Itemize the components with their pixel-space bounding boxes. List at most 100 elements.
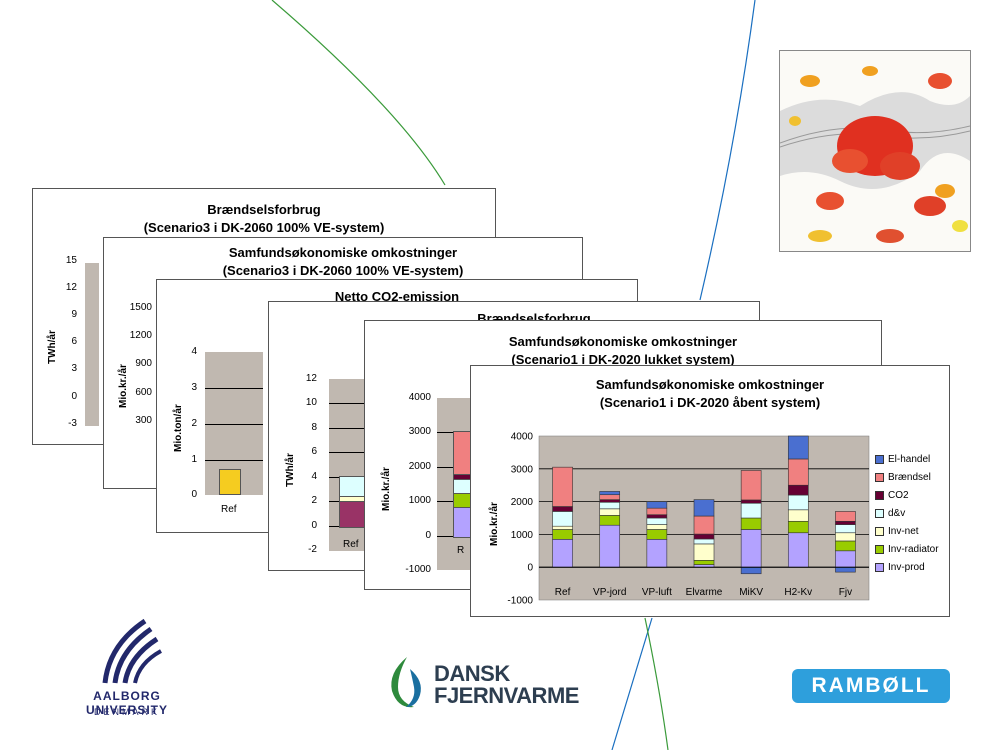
ramboll-logo: RAMBØLL [792, 669, 950, 703]
x-tick: R [457, 545, 465, 556]
aau-country: DENMARK [93, 707, 160, 717]
plot-area [85, 263, 99, 426]
bar-segment-co2 [787, 484, 809, 496]
bar-segment-inv-net [552, 525, 573, 530]
y-tick-label: 3000 [511, 464, 534, 475]
flame-icon [391, 657, 421, 708]
bar-segment-inv-radiator [835, 540, 856, 552]
bar-segment-inv-radiator [693, 560, 715, 565]
legend-swatch [875, 472, 884, 482]
y-tick: 600 [135, 387, 152, 398]
aau-logo: AALBORG UNIVERSITY DENMARK [40, 615, 210, 725]
y-tick-label: 1000 [511, 530, 534, 541]
bar-segment-el-handel [740, 566, 762, 575]
y-tick: 1500 [129, 302, 152, 313]
y-tick: 12 [65, 282, 77, 293]
y-tick: 2 [311, 495, 317, 506]
legend-item: Brændsel [875, 472, 931, 483]
plot-area [205, 352, 263, 495]
bar-segment-co2 [552, 506, 573, 512]
y-tick: 3 [71, 363, 77, 374]
legend-label: Inv-net [888, 526, 919, 537]
bar-segment-inv-radiator [599, 515, 621, 526]
chart-legend: El-handel Brændsel CO2 d&v Inv-net Inv-radiat… [875, 454, 947, 584]
bar-segment-co2 [693, 533, 715, 540]
legend-label: Brændsel [888, 472, 931, 483]
bar-segment-el-handel [787, 435, 809, 460]
bar-segment-inv-prod [787, 532, 809, 568]
y-tick: 12 [305, 373, 317, 384]
y-tick: 0 [311, 520, 317, 531]
bar-segment-el-handel [835, 566, 856, 573]
legend-item: Inv-net [875, 526, 919, 537]
chart-title: Samfundsøkonomiske omkostninger [595, 377, 825, 392]
bar-segment-d-v [835, 524, 856, 534]
aau-name: AALBORG UNIVERSITY [85, 689, 168, 717]
bar-segment-co2 [599, 499, 621, 503]
y-tick: 15 [65, 255, 77, 266]
bar-segment-d-v [787, 494, 809, 511]
card-title: Samfundsøkonomiske omkostninger [508, 334, 738, 349]
y-tick: 6 [311, 446, 317, 457]
legend-label: Inv-prod [888, 562, 925, 573]
y-tick: 0 [191, 489, 197, 500]
y-tick-label: 0 [527, 563, 533, 574]
legend-item: El-handel [875, 454, 930, 465]
chart-card-costs-2020-open: Samfundsøkonomiske omkostninger (Scenari… [470, 365, 950, 617]
bar-segment-br-ndsel [787, 458, 809, 486]
legend-swatch [875, 490, 884, 500]
y-tick: -2 [308, 544, 317, 555]
y-tick: 1200 [129, 330, 152, 341]
bar-segment-br-ndsel [599, 494, 621, 500]
x-tick-label: VP-jord [593, 587, 626, 598]
bar-segment-br-ndsel [552, 466, 573, 507]
card-subtitle: (Scenario1 i DK-2020 lukket system) [511, 352, 735, 367]
y-tick: 2 [191, 418, 197, 429]
x-tick-label: Ref [555, 587, 571, 598]
y-tick: 1 [191, 454, 197, 465]
x-tick-label: Fjv [839, 587, 852, 598]
legend-item: CO2 [875, 490, 909, 501]
y-tick: 3000 [408, 426, 431, 437]
bar-segment-co2 [646, 514, 668, 519]
card-title: Netto CO2-emission [334, 289, 460, 304]
x-tick-label: MiKV [739, 587, 763, 598]
bar-segment-br-ndsel [693, 515, 715, 535]
y-tick: 900 [135, 358, 152, 369]
bar-segment-br-ndsel [740, 470, 762, 501]
legend-swatch [875, 544, 884, 554]
y-tick: 4 [191, 346, 197, 357]
dansk-fjernvarme-logo: DANSK FJERNVARME [384, 655, 584, 715]
bar-segment-d-v [693, 538, 715, 545]
stacked-bar-chart: 4000 3000 2000 1000 0 -1000 Ref VP-jord VP-luft E… [507, 432, 870, 607]
y-tick: 4 [311, 471, 317, 482]
card-subtitle: (Scenario3 i DK-2060 100% VE-system) [143, 220, 385, 235]
x-tick-label: H2-Kv [784, 587, 812, 598]
y-tick: 1000 [408, 495, 431, 506]
bar-segment-inv-net [693, 543, 715, 561]
y-tick: 2000 [408, 461, 431, 472]
legend-item: Inv-radiator [875, 544, 939, 555]
bar-segment-br-ndsel [835, 511, 856, 522]
bar-segment-inv-radiator [740, 517, 762, 530]
legend-label: El-handel [888, 454, 931, 465]
y-tick: 4000 [408, 392, 431, 403]
bar-segment-el-handel [693, 499, 715, 517]
bar-segment-inv-radiator [552, 529, 573, 540]
y-tick: -1000 [405, 564, 431, 575]
legend-swatch [875, 562, 884, 572]
card-title: Brændselsforbrug [207, 202, 321, 217]
y-tick: 300 [135, 415, 152, 426]
bar-segment-br-ndsel [646, 507, 668, 516]
bar-segment-el-handel [646, 501, 668, 509]
y-tick: 0 [425, 530, 431, 541]
legend-label: Inv-radiator [888, 544, 939, 555]
plot-area [329, 379, 371, 551]
ramboll-wordmark: RAMBØLL [811, 674, 931, 697]
bar-segment-inv-prod [646, 539, 668, 568]
legend-label: CO2 [888, 490, 909, 501]
x-tick: Ref [343, 539, 359, 550]
legend-item: Inv-prod [875, 562, 925, 573]
bar-segment-inv-net [599, 508, 621, 516]
bar-ref [219, 469, 241, 495]
